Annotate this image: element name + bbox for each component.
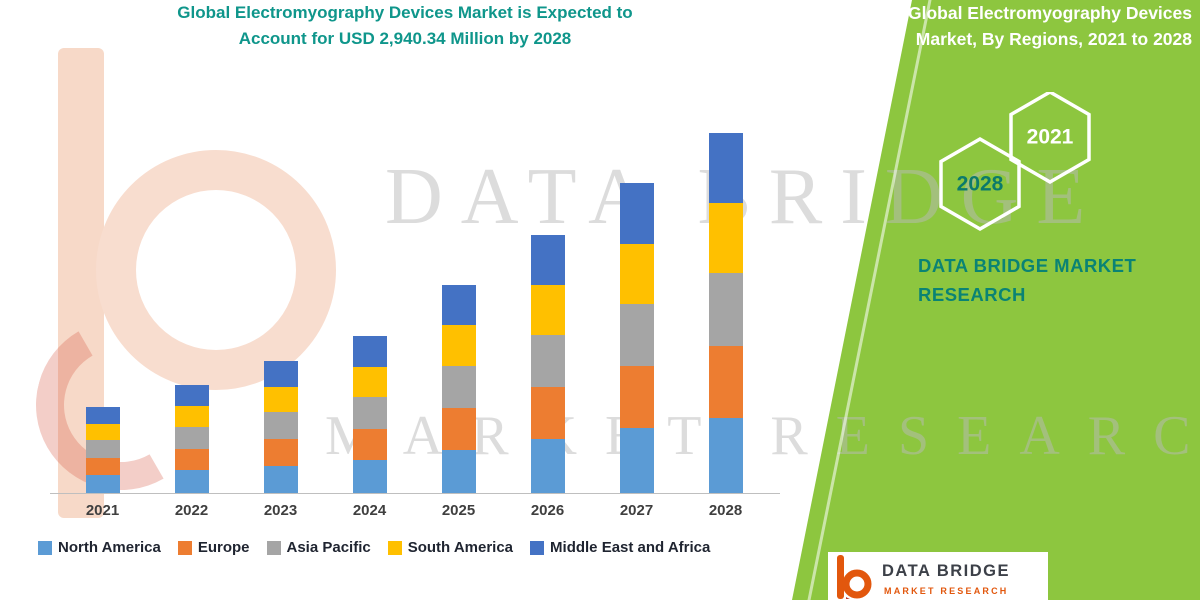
legend-label: Europe (197, 539, 250, 556)
x-axis-label: 2023 (263, 502, 298, 519)
x-axis-label: 2028 (708, 502, 743, 519)
legend-item: North America (38, 539, 161, 556)
bar-segment-2022 (174, 406, 209, 427)
x-axis-label: 2024 (352, 502, 387, 519)
bar-segment-2021 (85, 457, 120, 475)
legend-item: Asia Pacific (266, 539, 371, 556)
bar-segment-2023 (263, 465, 298, 493)
bar-segment-2028 (708, 133, 743, 203)
footer-sub-text: MARKET RESEARCH (884, 586, 1009, 596)
legend: North America Europe Asia Pacific South Ame… (38, 539, 783, 556)
x-labels: 2021 2022 2023 2024 2025 2026 2027 2028 (58, 502, 770, 519)
bar-segment-2026 (530, 234, 565, 285)
bar-segment-2025 (441, 325, 476, 366)
legend-swatch (387, 540, 402, 555)
legend-label: Middle East and Africa (550, 539, 711, 556)
bar-2023 (236, 130, 325, 493)
x-axis-label: 2025 (441, 502, 476, 519)
infographic-root: { "chart_data": { "type": "stacked-bar",… (16, 0, 1200, 600)
bar-segment-2023 (263, 439, 298, 466)
hexagon-2021-label: 2021 (1027, 126, 1074, 149)
x-axis-label: 2021 (85, 502, 120, 519)
legend-swatch (177, 540, 192, 555)
legend-swatch (530, 540, 545, 555)
bar-2028 (681, 130, 770, 493)
legend-item: Middle East and Africa (530, 539, 710, 556)
x-axis-label: 2026 (530, 502, 565, 519)
x-axis-label: 2027 (619, 502, 654, 519)
bar-segment-2026 (530, 284, 565, 336)
bar-segment-2021 (85, 423, 120, 440)
bar-2021 (58, 130, 147, 493)
bar-segment-2022 (174, 448, 209, 471)
bar-2026 (503, 130, 592, 493)
bar-segment-2027 (619, 183, 654, 244)
databridge-logo-icon (837, 555, 872, 599)
x-axis-label: 2022 (174, 502, 209, 519)
legend-label: Asia Pacific (286, 539, 371, 556)
bar-2024 (325, 130, 414, 493)
legend-item: Europe (177, 539, 250, 556)
bar-segment-2027 (619, 428, 654, 493)
bar-2025 (414, 130, 503, 493)
bar-segment-2025 (441, 365, 476, 408)
legend-label: North America (58, 539, 161, 556)
bar-segment-2027 (619, 366, 654, 429)
legend-swatch (266, 540, 281, 555)
legend-label: South America (407, 539, 514, 556)
bar-segment-2024 (352, 428, 387, 460)
bar-segment-2024 (352, 336, 387, 367)
bar-segment-2021 (85, 474, 120, 493)
hexagon-2028 (939, 136, 1021, 232)
bar-segment-2028 (708, 417, 743, 493)
bar-segment-2028 (708, 345, 743, 418)
bar-segment-2025 (441, 407, 476, 450)
bar-segment-2025 (441, 449, 476, 493)
hexagon-2021 (1009, 92, 1091, 185)
chart-title: Global Electromyography Devices Market i… (177, 3, 633, 48)
footer-brand-text: DATA BRIDGE (882, 562, 1011, 580)
bar-segment-2025 (441, 284, 476, 326)
bar-segment-2024 (352, 396, 387, 429)
hexagon-2028-label: 2028 (957, 173, 1004, 196)
bar-segment-2022 (174, 426, 209, 449)
bar-segment-2024 (352, 459, 387, 493)
legend-swatch (38, 540, 52, 555)
footer-logo: DATA BRIDGE MARKET RESEARCH (828, 552, 1048, 600)
bar-segment-2027 (619, 303, 654, 367)
bar-2027 (592, 130, 681, 493)
bar-2022 (147, 130, 236, 493)
bar-segment-2027 (619, 243, 654, 304)
bar-segment-2024 (352, 366, 387, 397)
bar-segment-2021 (85, 407, 120, 424)
bar-segment-2026 (530, 387, 565, 440)
legend-item: South America (387, 539, 514, 556)
bar-segment-2022 (174, 470, 209, 493)
side-panel-title: Global Electromyography Devices Market, … (908, 3, 1192, 50)
hexagon-badges: 2028 2021 (939, 92, 1091, 232)
side-panel-brand: DATA BRIDGE MARKET RESEARCH (918, 255, 1137, 305)
bar-segment-2026 (530, 439, 565, 493)
bar-segment-2023 (263, 360, 298, 387)
bar-segment-2023 (263, 412, 298, 440)
bar-segment-2026 (530, 335, 565, 388)
bar-segment-2028 (708, 202, 743, 274)
bars (58, 130, 770, 493)
bar-segment-2021 (85, 439, 120, 458)
bar-segment-2022 (174, 385, 209, 407)
bar-segment-2028 (708, 273, 743, 346)
x-axis-line (50, 493, 780, 494)
bar-segment-2023 (263, 386, 298, 413)
